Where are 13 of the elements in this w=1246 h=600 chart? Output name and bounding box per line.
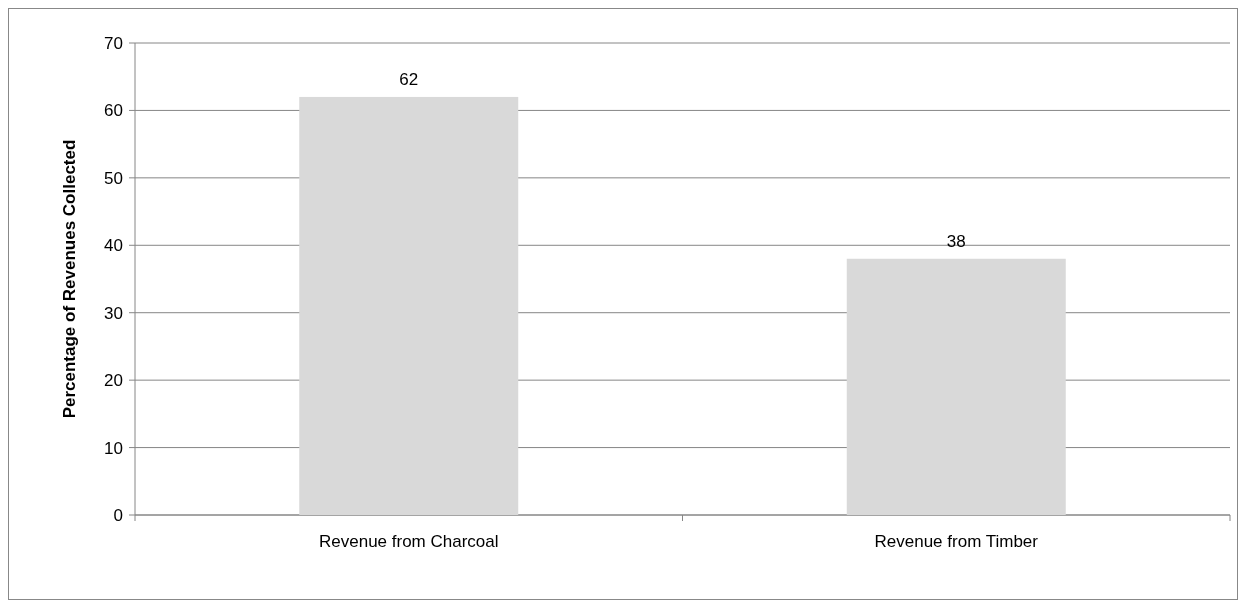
data-label: 38 xyxy=(946,231,966,251)
y-tick-label: 20 xyxy=(104,371,123,391)
data-label: 62 xyxy=(399,69,419,89)
y-tick-label: 70 xyxy=(104,33,123,53)
y-tick-label: 60 xyxy=(104,101,123,121)
y-tick-label: 40 xyxy=(104,236,123,256)
y-tick-label: 0 xyxy=(113,505,123,525)
y-tick-label: 30 xyxy=(104,303,123,323)
y-tick-label: 10 xyxy=(104,438,123,458)
x-tick-label: Revenue from Timber xyxy=(874,532,1039,551)
y-axis-title: Percentage of Revenues Collected xyxy=(60,139,79,419)
x-tick-label: Revenue from Charcoal xyxy=(318,532,499,551)
y-tick-label: 50 xyxy=(104,168,123,188)
